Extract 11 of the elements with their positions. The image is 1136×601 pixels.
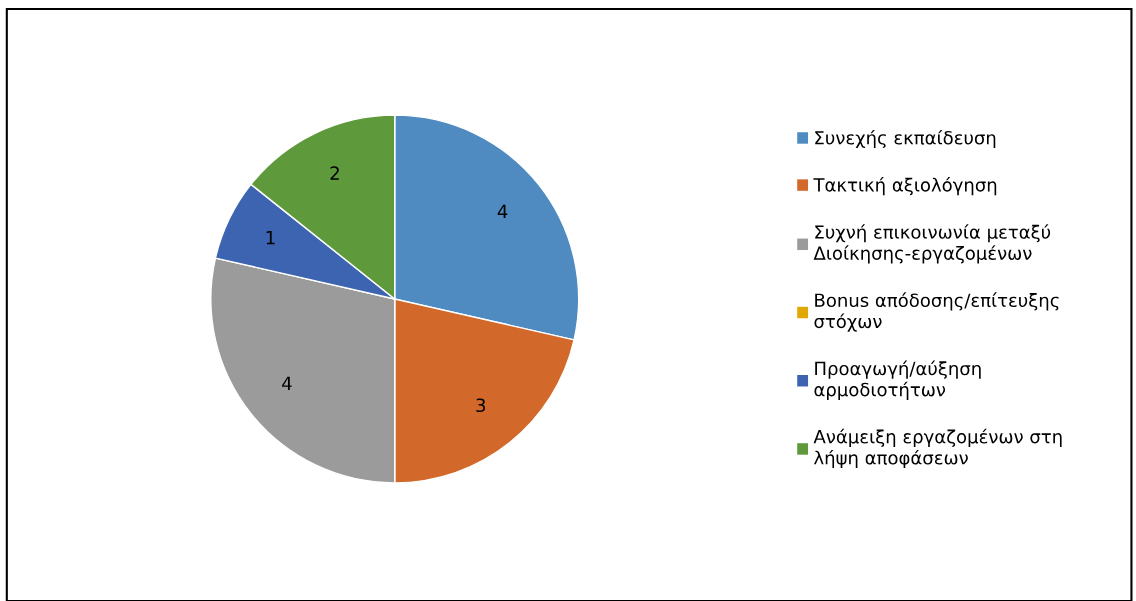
data-label: 4 bbox=[282, 376, 292, 390]
legend-label: Συνεχής εκπαίδευση bbox=[815, 129, 996, 149]
legend-label: Τακτική αξιολόγηση bbox=[813, 177, 997, 196]
data-label: 2 bbox=[330, 166, 339, 180]
data-label: 3 bbox=[476, 398, 486, 413]
legend-label: Bonus απόδοσης/επίτευξης στόχων bbox=[814, 292, 1059, 332]
data-label: 4 bbox=[497, 204, 508, 218]
legend-label: Ανάμειξη εργαζομένων στη λήψη αποφάσεων bbox=[813, 428, 1062, 469]
data-label: 1 bbox=[266, 230, 275, 245]
legend-label: Συχνή επικοινωνία μεταξύ Διοίκησης-εργαζομένων bbox=[813, 224, 1051, 264]
legend-label: Προαγωγή/αύξηση αρμοδιοτήτων bbox=[814, 360, 981, 400]
